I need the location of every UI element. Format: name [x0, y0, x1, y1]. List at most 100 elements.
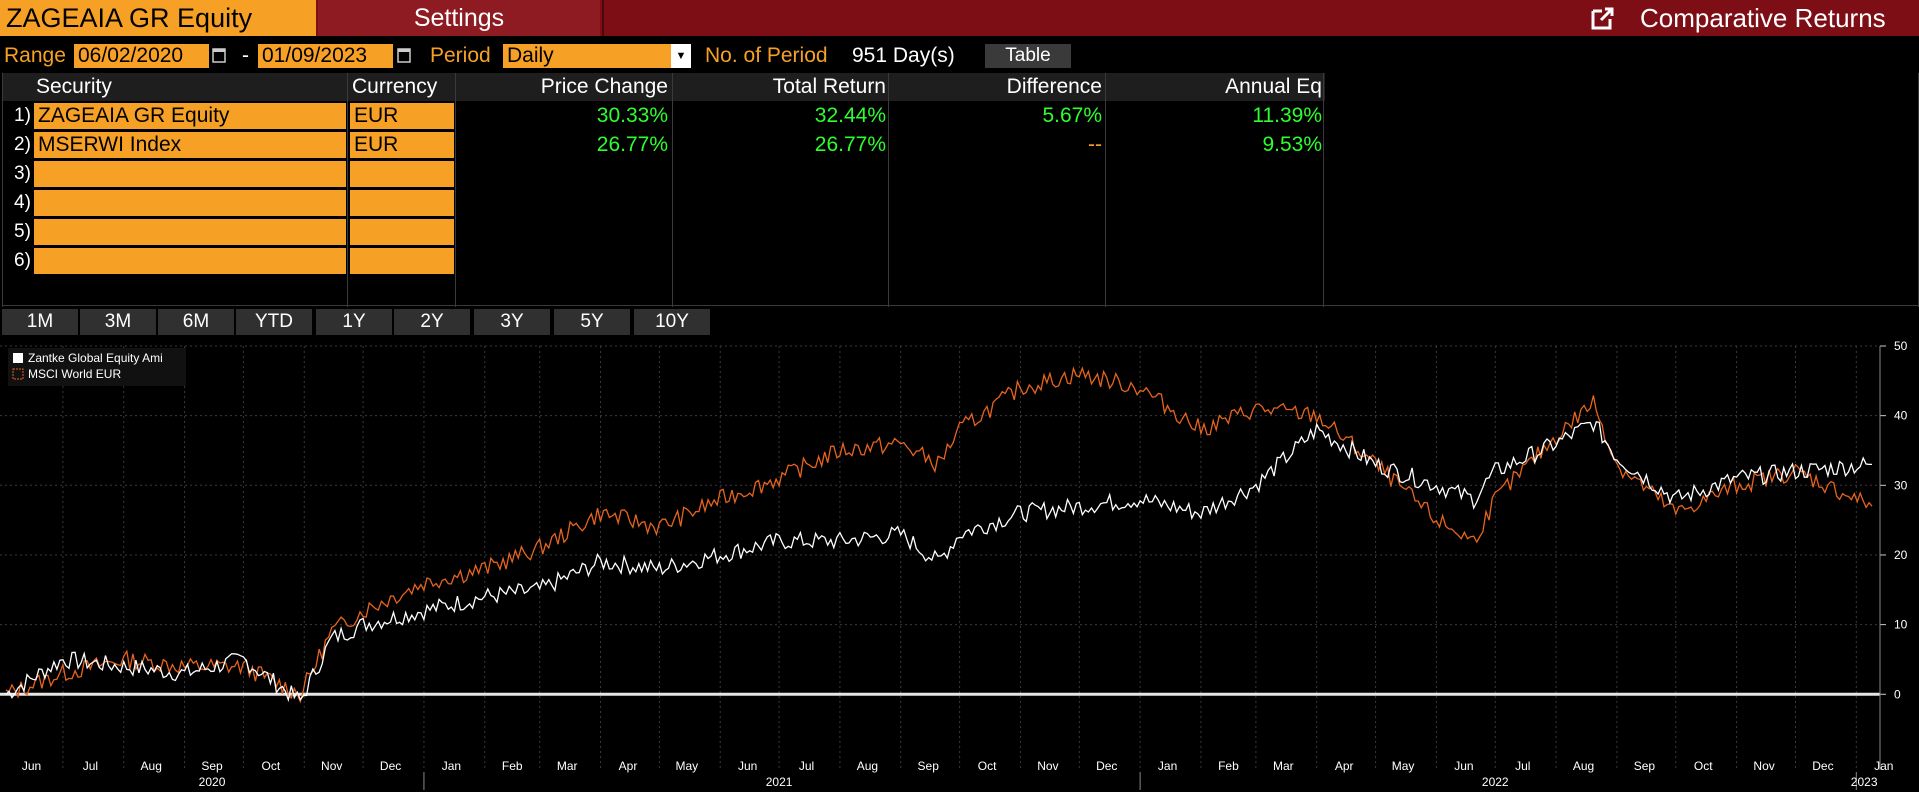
x-tick-label: Apr	[619, 759, 638, 773]
grid-line	[672, 73, 673, 307]
price-change-value: 30.33%	[596, 104, 668, 127]
range-controls: Range 06/02/2020 - 01/09/2023 Period Dai…	[0, 42, 1919, 70]
x-tick-label: Aug	[1573, 759, 1594, 773]
x-tick-label: Sep	[201, 759, 223, 773]
legend-swatch-series-2	[12, 368, 24, 380]
x-tick-label: Jun	[22, 759, 41, 773]
x-tick-label: Jun	[1454, 759, 1473, 773]
y-tick-label: 0	[1894, 687, 1901, 701]
start-date-input[interactable]: 06/02/2020	[74, 44, 209, 68]
currency-cell[interactable]: EUR	[350, 103, 454, 129]
x-tick-label: Oct	[262, 759, 281, 773]
series-line-zantke	[5, 421, 1872, 703]
chevron-down-icon[interactable]: ▼	[671, 44, 691, 68]
security-ticker[interactable]: ZAGEAIA GR Equity	[0, 0, 316, 36]
comparative-returns-chart[interactable]: 0 10 20 30 40 50 Jun Jul Aug Sep Oct Nov Dec Jan Feb M…	[0, 338, 1919, 792]
period-button-5y[interactable]: 5Y	[554, 309, 630, 335]
x-tick-label: Dec	[1096, 759, 1117, 773]
settings-button[interactable]: Settings	[318, 0, 600, 36]
col-security[interactable]: Security	[34, 73, 344, 101]
period-select[interactable]: Daily	[503, 44, 671, 68]
chart-grid	[0, 345, 1880, 770]
legend-swatch-series-1	[13, 353, 23, 363]
col-price-change[interactable]: Price Change	[458, 73, 668, 101]
y-axis: 0 10 20 30 40 50	[1879, 339, 1908, 770]
period-button-1y[interactable]: 1Y	[316, 309, 392, 335]
x-tick-label: Sep	[918, 759, 940, 773]
export-icon[interactable]	[1590, 5, 1616, 31]
col-currency[interactable]: Currency	[350, 73, 455, 101]
period-button-10y[interactable]: 10Y	[634, 309, 710, 335]
currency-cell[interactable]	[350, 190, 454, 216]
security-cell[interactable]	[34, 190, 346, 216]
security-cell[interactable]	[34, 248, 346, 274]
x-tick-label: Apr	[1335, 759, 1354, 773]
row-number: 4)	[14, 192, 31, 213]
total-return-value: 26.77%	[814, 133, 886, 156]
annual-eq-value: 9.53%	[1262, 133, 1322, 156]
x-tick-label: Jan	[442, 759, 461, 773]
currency-cell[interactable]: EUR	[350, 132, 454, 158]
num-period-label: No. of Period	[705, 44, 828, 67]
x-tick-label: Nov	[321, 759, 342, 773]
range-dash: -	[242, 44, 249, 67]
x-tick-label: May	[1392, 759, 1415, 773]
security-cell[interactable]	[34, 219, 346, 245]
row-number: 5)	[14, 221, 31, 242]
grid-line	[2, 73, 3, 307]
series-line-msci	[5, 366, 1873, 704]
title-divider	[602, 0, 604, 36]
x-tick-label: Feb	[502, 759, 523, 773]
row-number: 6)	[14, 250, 31, 271]
end-date-input[interactable]: 01/09/2023	[258, 44, 393, 68]
currency-cell[interactable]	[350, 161, 454, 187]
y-tick-label: 40	[1894, 409, 1908, 423]
period-button-6m[interactable]: 6M	[158, 309, 234, 335]
currency-cell[interactable]	[350, 219, 454, 245]
col-total-return[interactable]: Total Return	[674, 73, 886, 101]
range-label: Range	[4, 44, 66, 67]
period-button-1m[interactable]: 1M	[2, 309, 78, 335]
security-cell[interactable]: ZAGEAIA GR Equity	[34, 103, 346, 129]
row-number: 1)	[14, 105, 31, 126]
y-tick-label: 50	[1894, 339, 1908, 353]
grid-line	[1105, 73, 1106, 307]
x-tick-label: Feb	[1218, 759, 1239, 773]
security-cell[interactable]	[34, 161, 346, 187]
table-button[interactable]: Table	[985, 44, 1071, 68]
grid-bottom-line	[2, 305, 1919, 306]
num-period-value: 951 Day(s)	[852, 44, 955, 67]
legend-label-series-1: Zantke Global Equity Ami	[28, 351, 163, 365]
col-difference[interactable]: Difference	[890, 73, 1102, 101]
calendar-icon[interactable]	[212, 47, 226, 63]
grid-line	[888, 73, 889, 307]
x-tick-label: Sep	[1634, 759, 1656, 773]
period-button-2y[interactable]: 2Y	[394, 309, 470, 335]
currency-cell[interactable]	[350, 248, 454, 274]
title-bar: ZAGEAIA GR Equity Settings Comparative R…	[0, 0, 1919, 36]
year-label: 2022	[1482, 775, 1509, 789]
period-button-ytd[interactable]: YTD	[236, 309, 312, 335]
x-tick-label: Jul	[1515, 759, 1530, 773]
x-tick-label: May	[676, 759, 699, 773]
x-tick-label: Aug	[141, 759, 162, 773]
x-tick-label: Jan	[1874, 759, 1893, 773]
col-annual-eq[interactable]: Annual Eq	[1107, 73, 1322, 101]
chart-legend: Zantke Global Equity Ami MSCI World EUR	[8, 348, 186, 386]
period-button-3m[interactable]: 3M	[80, 309, 156, 335]
legend-background	[8, 348, 186, 386]
grid-line	[455, 73, 456, 307]
x-tick-label: Jul	[83, 759, 98, 773]
difference-value: --	[1088, 133, 1102, 156]
legend-label-series-2: MSCI World EUR	[28, 367, 121, 381]
x-tick-label: Oct	[1694, 759, 1713, 773]
row-number: 2)	[14, 134, 31, 155]
securities-grid: Security Currency Price Change Total Ret…	[2, 73, 1919, 307]
y-tick-label: 20	[1894, 548, 1908, 562]
chart-series	[5, 366, 1873, 704]
calendar-icon[interactable]	[397, 47, 411, 63]
period-button-3y[interactable]: 3Y	[474, 309, 550, 335]
security-cell[interactable]: MSERWI Index	[34, 132, 346, 158]
x-tick-label: Jan	[1158, 759, 1177, 773]
x-tick-label: Dec	[1812, 759, 1833, 773]
